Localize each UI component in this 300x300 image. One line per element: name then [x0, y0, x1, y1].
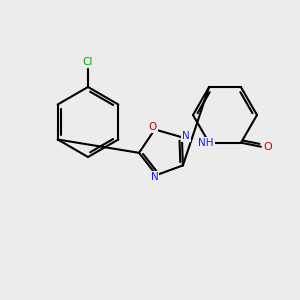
Text: O: O — [149, 122, 157, 132]
Text: N: N — [151, 172, 158, 182]
Text: N: N — [182, 131, 190, 141]
Text: Cl: Cl — [83, 57, 93, 67]
Text: NH: NH — [198, 138, 214, 148]
Text: O: O — [264, 142, 272, 152]
